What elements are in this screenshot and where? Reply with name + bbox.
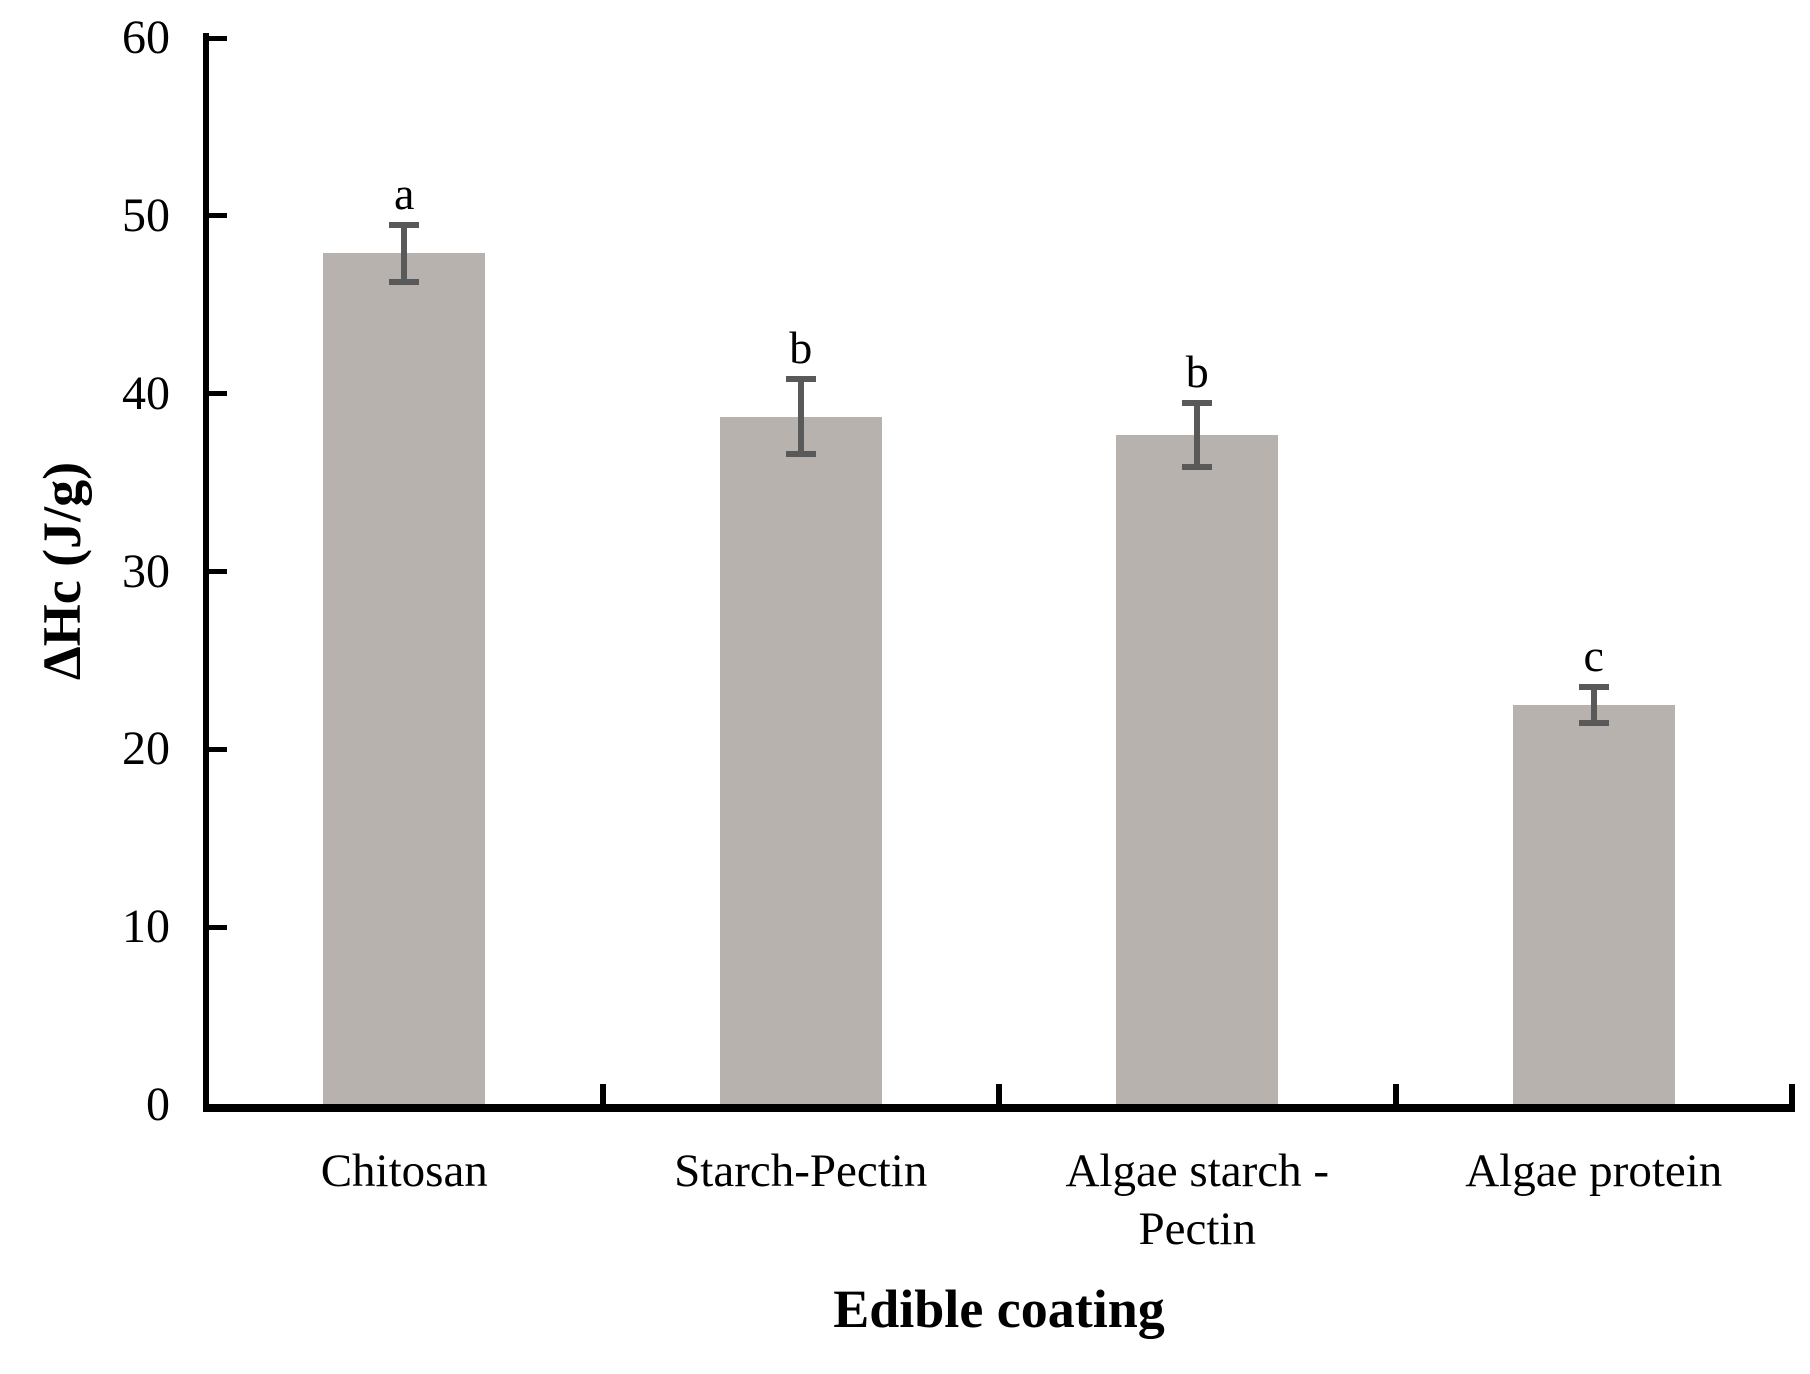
error-bar-cap bbox=[1578, 719, 1609, 726]
y-tick-label: 50 bbox=[122, 188, 170, 242]
x-tick-mark bbox=[996, 1084, 1002, 1105]
error-bar-cap bbox=[389, 221, 420, 228]
y-axis-title: ΔHc (J/g) bbox=[32, 461, 92, 681]
y-tick-mark bbox=[206, 35, 227, 41]
error-bar-cap bbox=[1182, 399, 1213, 406]
x-category-label: Algae starch - Pectin bbox=[1065, 1145, 1330, 1255]
significance-letter: b bbox=[1185, 345, 1209, 397]
error-bar-cap bbox=[785, 376, 816, 383]
y-tick-mark bbox=[206, 213, 227, 219]
x-category-label: Starch-Pectin bbox=[674, 1145, 928, 1197]
bar-starch-pectin bbox=[719, 416, 882, 1109]
error-bar-line bbox=[1590, 687, 1597, 723]
x-axis-title: Edible coating bbox=[833, 1279, 1165, 1339]
bar-chitosan bbox=[323, 253, 486, 1109]
error-bar-cap bbox=[785, 451, 816, 458]
y-tick-label: 20 bbox=[122, 722, 170, 776]
x-tick-mark bbox=[1789, 1084, 1795, 1105]
x-category-label: Chitosan bbox=[320, 1145, 488, 1197]
y-tick-label: 60 bbox=[122, 11, 170, 64]
bar-algae-starch-pectin bbox=[1116, 434, 1279, 1109]
significance-letter: b bbox=[789, 322, 813, 374]
y-tick-mark bbox=[206, 569, 227, 574]
x-axis-line bbox=[203, 1104, 1795, 1112]
x-tick-mark bbox=[599, 1084, 606, 1105]
y-tick-label: 10 bbox=[122, 900, 170, 954]
error-bar-cap bbox=[1578, 684, 1609, 691]
error-bar-cap bbox=[389, 278, 420, 285]
x-tick-mark bbox=[1392, 1084, 1399, 1105]
error-bar-line bbox=[401, 224, 408, 282]
error-bar-cap bbox=[1182, 463, 1213, 470]
y-tick-label: 30 bbox=[122, 544, 170, 598]
y-tick-mark bbox=[206, 391, 227, 397]
x-category-label: Algae protein bbox=[1465, 1145, 1723, 1197]
y-tick-mark bbox=[206, 746, 227, 752]
significance-letter: c bbox=[1583, 630, 1604, 682]
error-bar-line bbox=[797, 379, 804, 455]
y-tick-label: 40 bbox=[122, 366, 170, 420]
error-bar-line bbox=[1194, 402, 1201, 467]
y-tick-mark bbox=[206, 924, 227, 930]
significance-letter: a bbox=[394, 167, 415, 219]
bar-algae-protein bbox=[1512, 704, 1675, 1109]
y-tick-label: 0 bbox=[146, 1078, 170, 1131]
